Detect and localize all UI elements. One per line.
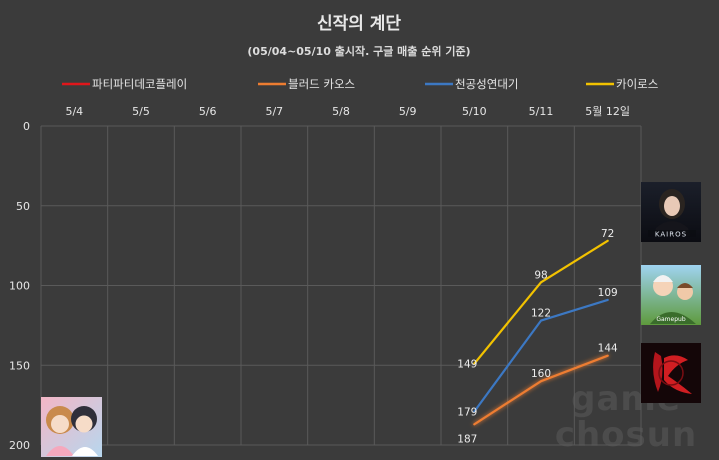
data-label: 72: [601, 228, 614, 240]
y-tick-label: 200: [9, 439, 30, 452]
legend-item: 파티파티데코플레이: [62, 77, 187, 91]
watermark-line2: chosun: [555, 415, 697, 455]
chibi-couple-game-icon: [41, 397, 102, 457]
series-lines: [473, 239, 609, 426]
x-tick-label: 5/9: [399, 105, 417, 118]
x-tick-label: 5월 12일: [585, 104, 630, 118]
blood-chaos-game-icon: [641, 343, 701, 403]
legend-label: 천공성연대기: [455, 77, 518, 91]
x-tick-label: 5/6: [199, 105, 217, 118]
data-label: 187: [457, 433, 477, 445]
series-line: [473, 239, 609, 365]
data-label: 144: [598, 343, 618, 355]
legend-item: 천공성연대기: [425, 77, 518, 91]
gridlines: [40, 125, 642, 446]
chart-title: 신작의 계단: [317, 14, 401, 34]
chart-subtitle: (05/04~05/10 출시작. 구글 매출 순위 기준): [247, 44, 470, 58]
svg-text:KAIROS: KAIROS: [655, 231, 687, 239]
y-tick-label: 0: [23, 120, 30, 133]
data-label: 160: [531, 368, 551, 380]
legend-label: 파티파티데코플레이: [92, 77, 187, 91]
x-tick-label: 5/4: [65, 105, 83, 118]
legend-label: 카이로스: [616, 77, 658, 91]
y-tick-label: 150: [9, 359, 30, 372]
x-axis-tick-labels: 5/4 5/5 5/6 5/7 5/8 5/9 5/10 5/11 5월 12일: [65, 104, 630, 118]
kairos-game-icon: KAIROS: [641, 182, 701, 242]
data-label: 179: [457, 407, 477, 419]
series-line: [473, 298, 609, 413]
data-label: 98: [534, 269, 547, 281]
x-tick-label: 5/10: [462, 105, 487, 118]
data-label: 122: [531, 308, 551, 320]
legend-item: 블러드 카오스: [258, 77, 355, 91]
svg-text:Gamepub: Gamepub: [656, 316, 685, 323]
series-line: [473, 354, 609, 426]
y-tick-label: 50: [16, 200, 30, 213]
x-tick-label: 5/7: [265, 105, 283, 118]
x-tick-label: 5/11: [529, 105, 554, 118]
legend: 파티파티데코플레이 블러드 카오스 천공성연대기 카이로스: [62, 77, 658, 91]
x-tick-label: 5/8: [332, 105, 350, 118]
y-axis-tick-labels: 0 50 100 150 200: [9, 120, 30, 452]
legend-label: 블러드 카오스: [288, 77, 355, 91]
data-label: 149: [457, 359, 477, 371]
gamepub-game-icon: Gamepub: [641, 265, 701, 325]
legend-item: 카이로스: [586, 77, 658, 91]
x-tick-label: 5/5: [132, 105, 150, 118]
data-labels: 187 160 144 179 122 109 149 98 72: [457, 228, 618, 445]
y-tick-label: 100: [9, 280, 30, 293]
data-label: 109: [598, 287, 618, 299]
